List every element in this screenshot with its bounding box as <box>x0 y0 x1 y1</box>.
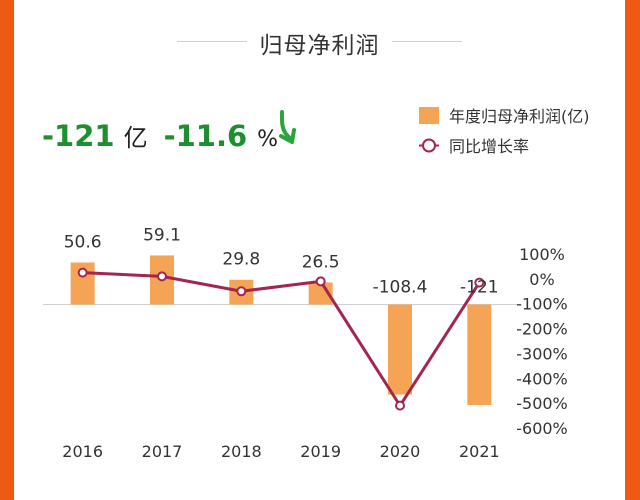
data-label-2021: -121 <box>460 278 499 298</box>
y2-tick-label: -400% <box>516 369 568 388</box>
legend-bar-swatch <box>419 106 439 124</box>
legend-item-bar: 年度归母净利润(亿) <box>419 100 590 130</box>
summary-row: -121 亿 -11.6 % <box>42 118 278 158</box>
growth-point-2021 <box>474 277 485 288</box>
data-label-2020: -108.4 <box>373 278 428 298</box>
data-label-2018: 29.8 <box>222 250 260 270</box>
summary-growth: -11.6 <box>163 119 248 153</box>
x-tick-label: 2016 <box>62 442 103 461</box>
growth-rate-line <box>82 271 481 408</box>
data-label-2016: 50.6 <box>64 232 102 252</box>
title-row: 归母净利润 <box>14 22 625 62</box>
growth-point-2016 <box>77 267 88 278</box>
x-tick-label: 2017 <box>142 442 183 461</box>
title-divider-right <box>392 41 462 42</box>
y2-tick-label: 100% <box>519 245 565 264</box>
y2-tick-label: -100% <box>516 295 568 314</box>
y2-tick-label: 0% <box>529 270 554 289</box>
y2-tick-label: -600% <box>516 419 568 438</box>
y2-tick-label: -300% <box>516 344 568 363</box>
growth-point-2020 <box>395 400 405 411</box>
bar-2021 <box>467 304 492 405</box>
x-tick-label: 2019 <box>300 442 341 461</box>
summary-unit: 亿 <box>123 124 148 152</box>
chart-title: 归母净利润 <box>259 33 380 59</box>
legend: 年度归母净利润(亿) 同比增长率 <box>419 100 590 160</box>
legend-line-swatch <box>419 138 439 152</box>
summary-growth-unit: % <box>257 127 279 152</box>
growth-point-2018 <box>236 286 247 297</box>
chart-card: 归母净利润 -121 亿 -11.6 % 年度归母净利润(亿) 同比增长率 10… <box>14 0 625 500</box>
y2-tick-label: -500% <box>516 394 568 413</box>
legend-item-line: 同比增长率 <box>419 130 590 160</box>
summary-value: -121 <box>42 119 115 153</box>
x-tick-label: 2021 <box>459 442 500 461</box>
legend-bar-label: 年度归母净利润(亿) <box>449 107 590 126</box>
bar-2020 <box>388 304 412 395</box>
growth-point-2017 <box>157 271 167 282</box>
legend-line-label: 同比增长率 <box>449 137 530 156</box>
data-label-2019: 26.5 <box>302 252 340 272</box>
data-label-2017: 59.1 <box>143 225 181 245</box>
title-divider-left <box>177 41 247 42</box>
y2-tick-label: -200% <box>516 320 568 339</box>
combo-chart: 100% 0% -100% -200% -300% -400% -500% -600% 50.6… <box>43 225 568 461</box>
x-tick-label: 2020 <box>380 442 421 461</box>
growth-point-2019 <box>315 276 326 287</box>
x-tick-label: 2018 <box>221 442 262 461</box>
down-arrow-icon <box>279 110 296 144</box>
